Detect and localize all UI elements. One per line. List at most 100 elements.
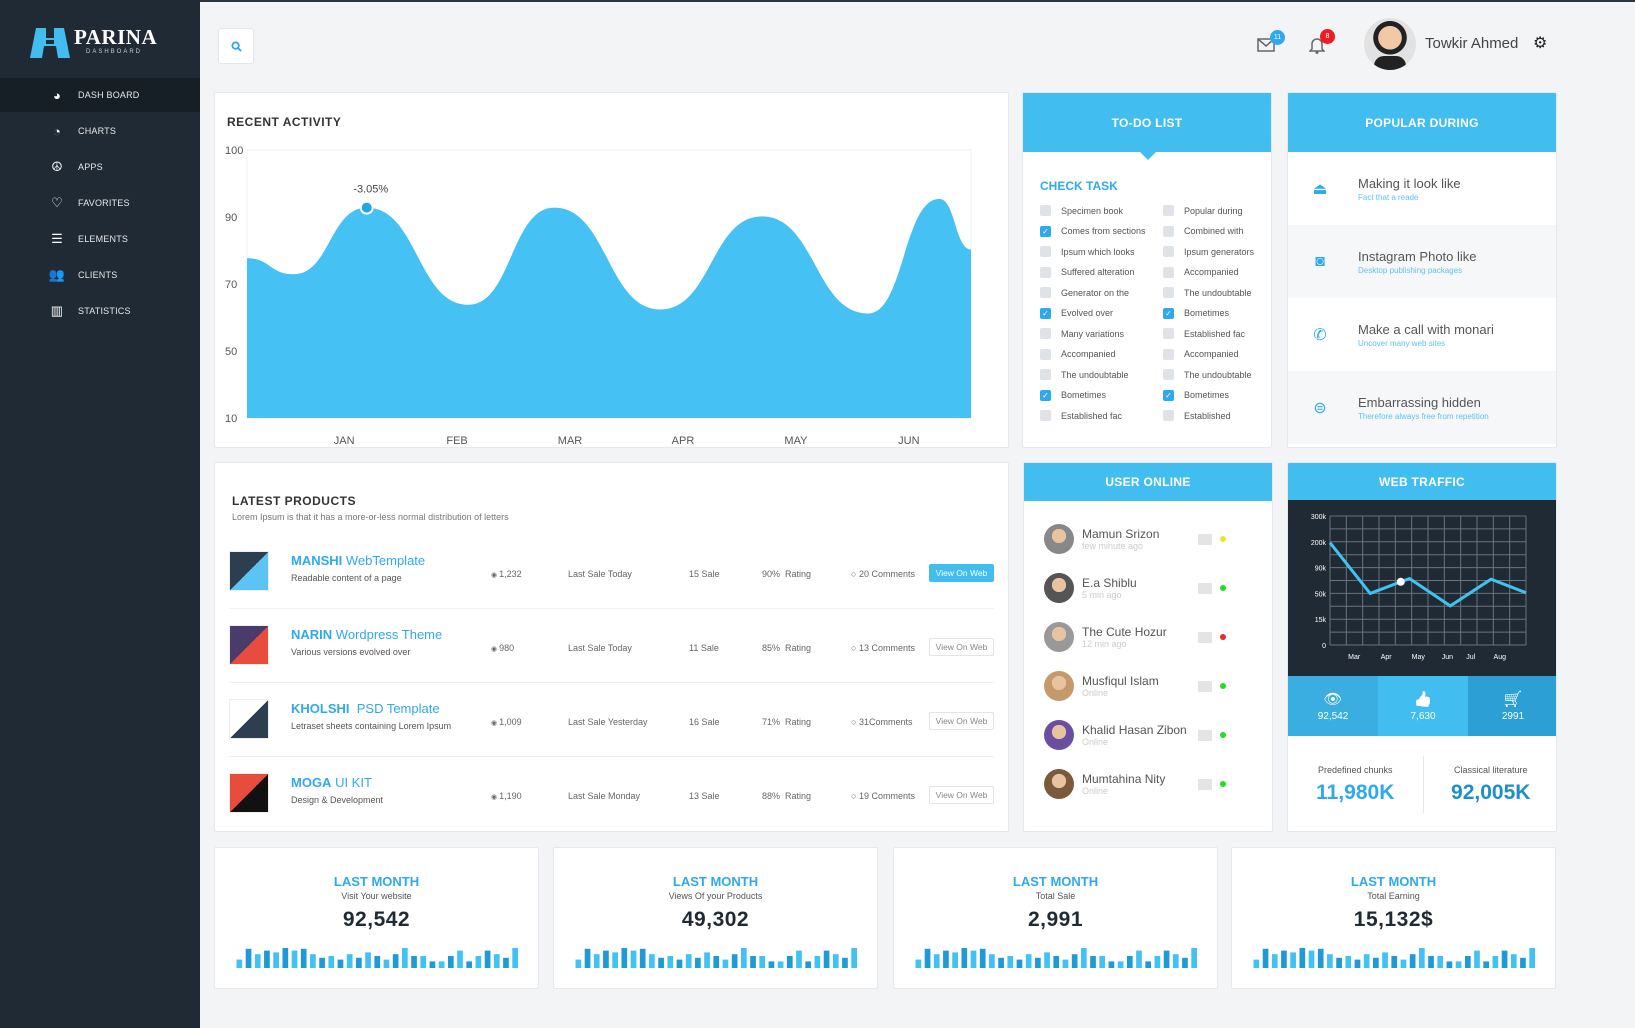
checkbox[interactable] — [1040, 348, 1051, 360]
product-comments[interactable]: ○ 19 Comments — [851, 791, 915, 801]
settings-gear-icon[interactable]: ⚙ — [1533, 35, 1548, 52]
todo-item[interactable]: Ipsum which looks — [1040, 246, 1135, 257]
todo-item[interactable]: ✓ Bometimes — [1040, 389, 1106, 401]
todo-item[interactable]: The undoubtable — [1163, 287, 1252, 298]
checkbox[interactable] — [1040, 246, 1051, 257]
product-comments[interactable]: ○ 13 Comments — [851, 643, 915, 653]
todo-item[interactable]: Many variations — [1040, 328, 1124, 339]
user-avatar[interactable] — [1364, 18, 1416, 70]
user-name[interactable]: Towkir Ahmed — [1425, 35, 1519, 52]
checkbox[interactable] — [1040, 287, 1051, 298]
todo-item[interactable]: The undoubtable — [1163, 369, 1252, 380]
todo-item[interactable]: The undoubtable — [1040, 369, 1129, 380]
popular-item[interactable]: ⏏ Making it look like Fact that a reade — [1288, 152, 1556, 225]
sidebar-item-dash-board[interactable]: ◕ DASH BOARD — [0, 78, 200, 112]
checkbox[interactable]: ✓ — [1163, 389, 1174, 401]
checkbox[interactable] — [1040, 328, 1051, 339]
user-row[interactable]: Khalid Hasan Zibon Online — [1044, 713, 1252, 757]
todo-item[interactable]: Ipsum generators — [1163, 246, 1254, 257]
checkbox[interactable] — [1163, 369, 1174, 380]
message-icon[interactable] — [1198, 582, 1212, 594]
x-tick-label: MAY — [784, 435, 808, 447]
checkbox[interactable] — [1040, 205, 1051, 216]
checkbox[interactable] — [1040, 369, 1051, 380]
product-name[interactable]: KHOLSHI PSD Template — [291, 701, 440, 716]
todo-item[interactable]: ✓ Bometimes — [1163, 307, 1229, 319]
todo-item[interactable]: Established fac — [1040, 410, 1122, 421]
view-on-web-button[interactable]: View On Web — [929, 638, 994, 656]
user-row[interactable]: Mamun Srizon few minute ago — [1044, 517, 1252, 561]
todo-item[interactable]: Popular during — [1163, 205, 1243, 216]
checkbox[interactable]: ✓ — [1040, 225, 1051, 237]
message-icon[interactable] — [1198, 729, 1212, 741]
area-series — [247, 198, 971, 418]
checkbox[interactable] — [1040, 410, 1051, 421]
checkbox[interactable] — [1163, 328, 1174, 339]
product-name[interactable]: MOGA UI KIT — [291, 775, 372, 790]
product-comments[interactable]: ○ 31Comments — [851, 717, 912, 727]
sidebar-item-statistics[interactable]: ▥ STATISTICS — [0, 294, 200, 328]
product-name[interactable]: MANSHI WebTemplate — [291, 553, 425, 568]
popular-item[interactable]: ⊜ Embarrassing hidden Therefore always fre… — [1288, 371, 1556, 444]
sparkline-bar — [667, 956, 674, 968]
user-row[interactable]: The Cute Hozur 12 min ago — [1044, 615, 1252, 659]
checkbox[interactable] — [1163, 410, 1174, 421]
todo-item[interactable]: Accompanied — [1163, 266, 1239, 278]
checkbox[interactable] — [1163, 348, 1174, 360]
user-row[interactable]: Musfiqul Islam Online — [1044, 664, 1252, 708]
search-button[interactable] — [218, 28, 254, 64]
popular-item[interactable]: ◙ Instagram Photo like Desktop publishing … — [1288, 225, 1556, 298]
sidebar-item-charts[interactable]: ◔ CHARTS — [0, 114, 200, 148]
user-row[interactable]: Mumtahina Nity Online — [1044, 762, 1252, 806]
user-status-text: 5 min ago — [1082, 590, 1122, 600]
checkbox[interactable] — [1040, 266, 1051, 278]
todo-item[interactable]: Established fac — [1163, 328, 1245, 339]
view-on-web-button[interactable]: View On Web — [929, 786, 994, 804]
todo-item[interactable]: Established — [1163, 410, 1231, 421]
mail-button[interactable]: 11 — [1257, 30, 1285, 52]
sparkline-bar — [429, 961, 436, 968]
checkbox[interactable] — [1163, 205, 1174, 216]
view-on-web-button[interactable]: View On Web — [929, 712, 994, 730]
sidebar-item-elements[interactable]: ☰ ELEMENTS — [0, 222, 200, 256]
product-name[interactable]: NARIN Wordpress Theme — [291, 627, 442, 642]
popular-item[interactable]: ✆ Make a call with monari Uncover many web… — [1288, 298, 1556, 371]
todo-item[interactable]: Combined with — [1163, 225, 1244, 237]
sparkline-bar — [337, 959, 344, 968]
sidebar-item-clients[interactable]: 👥 CLIENTS — [0, 258, 200, 292]
message-icon[interactable] — [1198, 533, 1212, 545]
todo-item[interactable]: Accompanied — [1163, 348, 1239, 360]
notifications-button[interactable]: 8 — [1308, 29, 1335, 54]
message-icon[interactable] — [1198, 778, 1212, 790]
todo-item[interactable]: Suffered alteration — [1040, 266, 1134, 278]
message-icon[interactable] — [1198, 631, 1212, 643]
sidebar-item-favorites[interactable]: ♡ FAVORITES — [0, 186, 200, 220]
sparkline-bar — [273, 952, 279, 968]
checkbox[interactable] — [1163, 287, 1174, 298]
checkbox[interactable]: ✓ — [1040, 307, 1051, 319]
sidebar-item-apps[interactable]: ☮ APPS — [0, 150, 200, 184]
y-tick-label: 300k — [1311, 514, 1327, 521]
checkbox[interactable]: ✓ — [1040, 389, 1051, 401]
todo-item[interactable]: ✓ Evolved over — [1040, 307, 1113, 319]
todo-item[interactable]: Generator on the — [1040, 287, 1129, 298]
data-point-marker[interactable] — [1396, 577, 1405, 586]
checkbox[interactable] — [1163, 266, 1174, 278]
checkbox[interactable]: ✓ — [1163, 307, 1174, 319]
todo-item[interactable]: Specimen book — [1040, 205, 1123, 216]
user-row[interactable]: E.a Shiblu 5 min ago — [1044, 566, 1252, 610]
sparkline-bar — [254, 954, 261, 968]
checkbox[interactable] — [1163, 246, 1174, 257]
user-name: E.a Shiblu — [1082, 576, 1137, 590]
data-point-marker[interactable] — [359, 200, 374, 215]
popular-item-subtitle: Desktop publishing packages — [1358, 265, 1463, 275]
stat-card: LAST MONTH Views Of your Products 49,302 — [553, 847, 878, 989]
todo-item[interactable]: Accompanied — [1040, 348, 1116, 360]
todo-item[interactable]: ✓ Comes from sections — [1040, 225, 1146, 237]
product-comments[interactable]: ○ 20 Comments — [851, 569, 915, 579]
todo-item[interactable]: ✓ Bometimes — [1163, 389, 1229, 401]
message-icon[interactable] — [1198, 680, 1212, 692]
view-on-web-button[interactable]: View On Web — [929, 564, 994, 582]
sparkline-bar — [503, 957, 509, 968]
checkbox[interactable] — [1163, 225, 1174, 237]
